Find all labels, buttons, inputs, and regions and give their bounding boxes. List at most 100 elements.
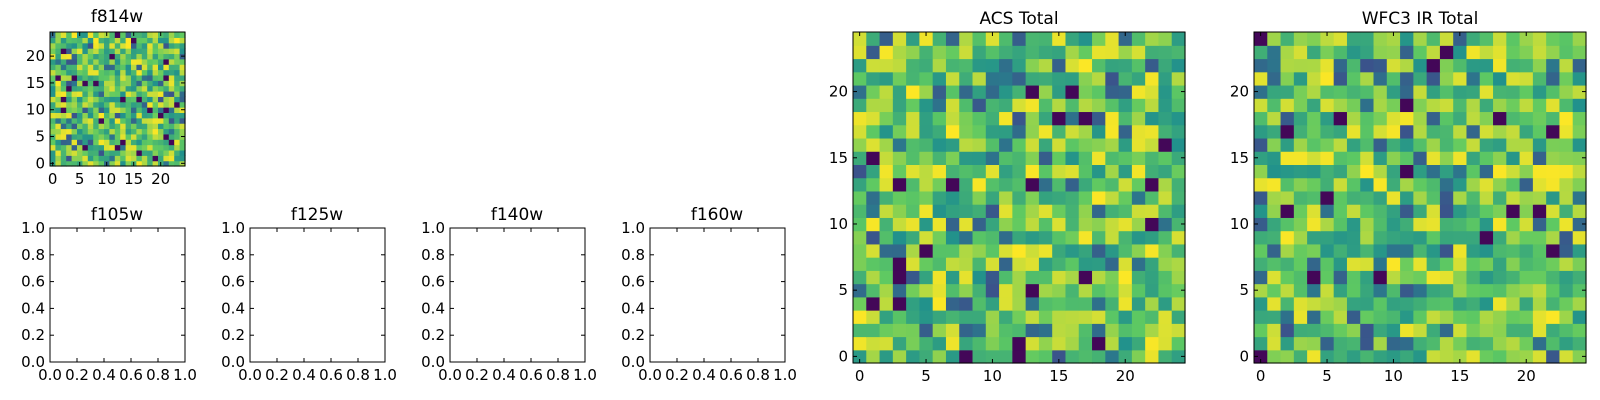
heatmap-cell <box>1506 32 1521 46</box>
heatmap-cell <box>1373 98 1388 113</box>
heatmap-cell <box>945 336 960 351</box>
heatmap-cell <box>114 85 121 92</box>
heatmap-cell <box>147 64 154 71</box>
heatmap-cell <box>919 84 934 99</box>
heatmap-cell <box>131 117 137 124</box>
heatmap-cell <box>1065 323 1080 338</box>
heatmap-cell <box>120 101 127 108</box>
heatmap-cell <box>972 204 987 218</box>
heatmap-cell <box>1092 111 1106 126</box>
heatmap-cell <box>972 323 987 338</box>
heatmap-cell <box>1025 257 1040 271</box>
heatmap-cell <box>104 101 110 108</box>
heatmap-cell <box>1025 243 1040 258</box>
heatmap-cell <box>55 160 62 167</box>
heatmap-cell <box>945 230 960 245</box>
heatmap-cell <box>55 80 62 87</box>
heatmap-cell <box>93 58 100 65</box>
heatmap-cell <box>985 58 1000 73</box>
heatmap-cell <box>1493 190 1507 205</box>
heatmap-cell <box>866 296 881 311</box>
heatmap-cell <box>125 80 132 87</box>
y-tick-label: 0.0 <box>21 353 45 371</box>
heatmap-cell <box>1065 296 1080 311</box>
heatmap-cell <box>1267 296 1282 311</box>
heatmap-cell <box>141 90 148 97</box>
heatmap-cell <box>1413 111 1428 126</box>
heatmap-cell <box>98 85 105 92</box>
heatmap-cell <box>1572 230 1587 245</box>
heatmap-cell <box>1479 336 1494 351</box>
heatmap-cell <box>1254 164 1268 179</box>
heatmap-cell <box>932 283 947 298</box>
heatmap-cell <box>1145 204 1160 218</box>
heatmap-cell <box>1546 323 1561 338</box>
heatmap-cell <box>945 32 960 46</box>
heatmap-cell <box>120 85 127 92</box>
heatmap-cell <box>1413 98 1428 113</box>
heatmap-cell <box>892 349 907 364</box>
heatmap-wfc3-ir-total <box>1254 32 1587 364</box>
heatmap-cell <box>1118 98 1133 113</box>
heatmap-cell <box>1386 71 1401 86</box>
heatmap-cell <box>906 283 920 298</box>
heatmap-cell <box>1559 336 1574 351</box>
heatmap-cell <box>1453 257 1468 271</box>
heatmap-cell <box>853 98 867 113</box>
heatmap-cell <box>1038 151 1053 165</box>
heatmap-cell <box>141 155 148 162</box>
heatmap-cell <box>179 117 186 124</box>
heatmap-cell <box>1118 32 1133 46</box>
heatmap-cell <box>114 69 121 76</box>
axes-frame-acs-total <box>852 31 1186 364</box>
heatmap-cell <box>1360 45 1375 60</box>
heatmap-cell <box>932 137 947 152</box>
heatmap-cell <box>60 58 67 65</box>
heatmap-cell <box>906 296 920 311</box>
heatmap-cell <box>972 137 987 152</box>
heatmap-cell <box>879 296 894 311</box>
heatmap-cell <box>141 107 148 113</box>
heatmap-cell <box>1360 84 1375 99</box>
heatmap-cell <box>82 155 89 162</box>
heatmap-cell <box>60 90 67 97</box>
heatmap-cell <box>120 64 127 71</box>
heatmap-cell <box>1386 257 1401 271</box>
heatmap-cell <box>1386 151 1401 165</box>
heatmap-cell <box>168 37 175 44</box>
heatmap-cell <box>158 42 164 49</box>
heatmap-cell <box>1413 323 1428 338</box>
heatmap-cell <box>1506 217 1521 232</box>
heatmap-cell <box>866 204 881 218</box>
heatmap-cell <box>1572 177 1587 192</box>
heatmap-cell <box>141 37 148 44</box>
y-tick-label: 0.8 <box>221 246 245 264</box>
heatmap-cell <box>1400 323 1414 338</box>
heatmap-cell <box>1105 111 1120 126</box>
heatmap-cell <box>1078 296 1093 311</box>
heatmap-cell <box>906 124 920 139</box>
heatmap-cell <box>1145 58 1160 73</box>
heatmap-cell <box>1546 349 1561 364</box>
heatmap-cell <box>1373 204 1388 218</box>
heatmap-cell <box>50 123 56 130</box>
heatmap-cell <box>87 74 94 81</box>
heatmap-cell <box>1092 283 1106 298</box>
heatmap-cell <box>866 257 881 271</box>
heatmap-cell <box>168 80 175 87</box>
heatmap-cell <box>1479 151 1494 165</box>
heatmap-cell <box>1131 283 1146 298</box>
heatmap-cell <box>919 98 934 113</box>
heatmap-cell <box>853 296 867 311</box>
heatmap-cell <box>66 107 73 113</box>
y-tick-label: 0.6 <box>421 273 445 291</box>
y-tick-label: 0 <box>35 154 45 172</box>
heatmap-cell <box>906 58 920 73</box>
heatmap-cell <box>1092 204 1106 218</box>
heatmap-cell <box>1519 217 1534 232</box>
heatmap-cell <box>1065 283 1080 298</box>
heatmap-cell <box>147 37 154 44</box>
heatmap-cell <box>1479 283 1494 298</box>
heatmap-cell <box>1493 151 1507 165</box>
heatmap-cell <box>1293 257 1308 271</box>
